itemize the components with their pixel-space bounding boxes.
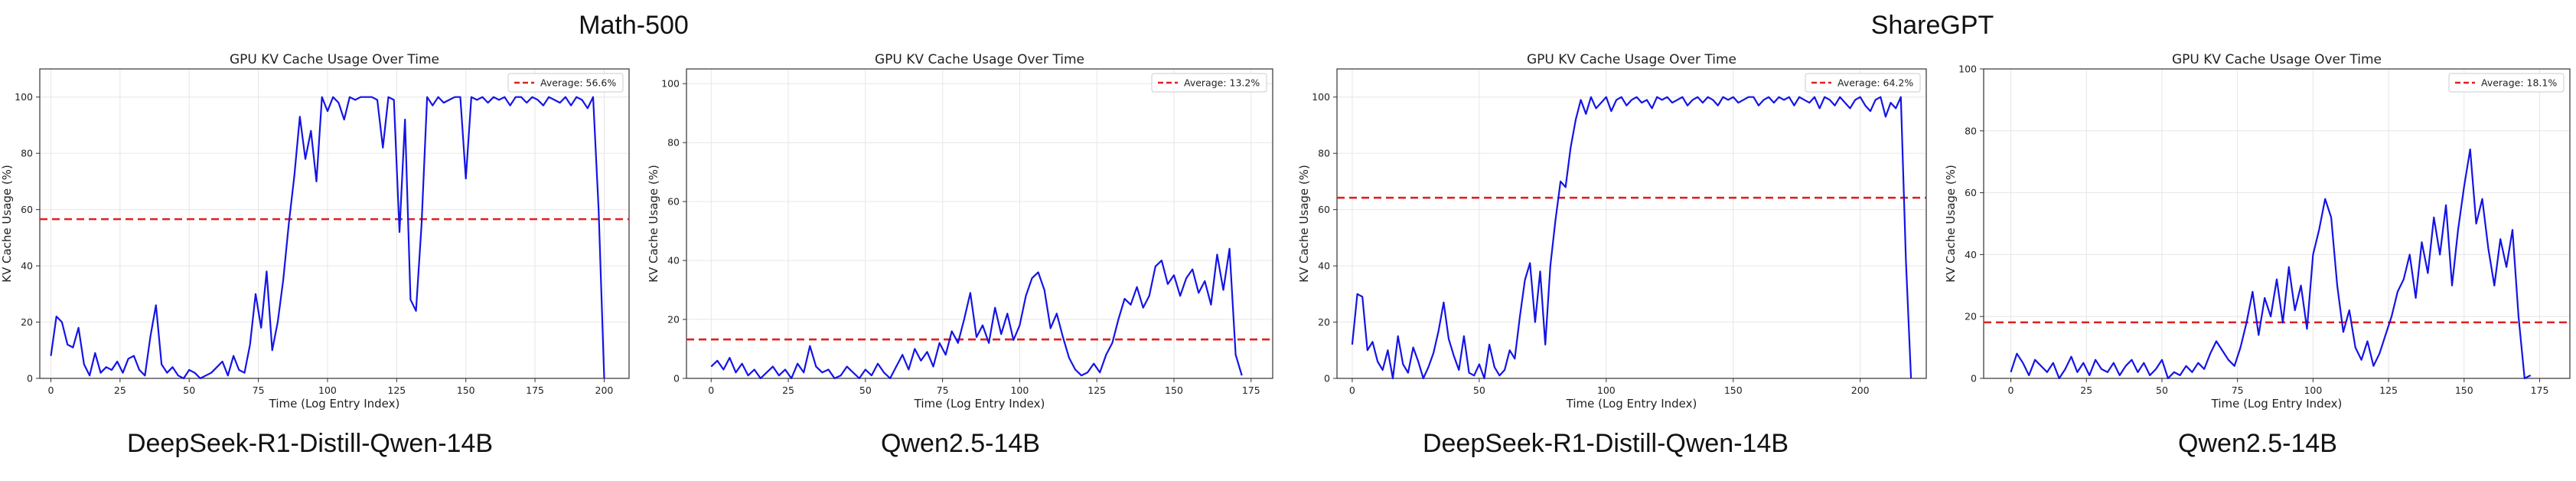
y-tick-label: 60: [21, 204, 33, 215]
line-chart: 0 20 40 60 80 100 0 25 50 75 100 125 150 175 200 GPU KV…: [0, 52, 630, 411]
y-tick-label: 20: [667, 314, 680, 326]
x-tick-label: 100: [2304, 384, 2322, 396]
chart-panel-sharegpt-qwen: 0 20 40 60 80 100 0 25 50 75 100 125 150 175 GPU KV Ca…: [1944, 47, 2576, 415]
y-tick-label: 60: [1965, 187, 1977, 198]
y-tick-label: 60: [1318, 204, 1330, 215]
chart-panel-math500-deepseek: 0 20 40 60 80 100 0 25 50 75 100 125 150 175 200 GPU KV…: [0, 47, 643, 415]
x-tick-label: 25: [114, 384, 126, 396]
kv-usage-series-line: [2010, 148, 2532, 380]
line-chart: 0 20 40 60 80 100 0 25 50 75 100 125 150 175 GPU KV Ca…: [647, 52, 1273, 411]
x-tick-label: 50: [2156, 384, 2168, 396]
x-axis-label: Time (Log Entry Index): [1566, 397, 1697, 411]
x-tick-label: 0: [708, 384, 714, 396]
y-tick-label: 80: [1965, 125, 1977, 136]
y-axis-label: KV Cache Usage (%): [1944, 165, 1958, 283]
line-chart: 0 20 40 60 80 100 0 50 100 150 200 GPU KV Cache Usa…: [1297, 52, 1927, 411]
chart-title: GPU KV Cache Usage Over Time: [2172, 52, 2382, 67]
plot-frame: [686, 68, 1273, 379]
x-tick-label: 100: [1597, 384, 1616, 396]
x-tick-label: 150: [457, 384, 475, 396]
y-axis-label: KV Cache Usage (%): [0, 165, 14, 283]
x-axis-label: Time (Log Entry Index): [269, 397, 400, 411]
x-tick-label: 0: [47, 384, 54, 396]
x-tick-label: 25: [782, 384, 794, 396]
legend-box: [507, 73, 624, 93]
legend-box: [2448, 73, 2565, 93]
x-tick-label: 100: [1010, 384, 1029, 396]
x-axis-label: Time (Log Entry Index): [2211, 397, 2343, 411]
y-tick-label: 80: [667, 137, 680, 149]
x-tick-label: 50: [859, 384, 872, 396]
y-axis-label: KV Cache Usage (%): [1297, 165, 1311, 283]
legend-label: Average: 18.1%: [2481, 77, 2557, 89]
chart-title: GPU KV Cache Usage Over Time: [230, 52, 439, 67]
y-tick-label: 100: [1312, 91, 1330, 103]
legend-box: [1805, 73, 1921, 93]
chart-panel-sharegpt-deepseek: 0 20 40 60 80 100 0 50 100 150 200 GPU KV Cache Usa…: [1297, 47, 1940, 415]
x-tick-label: 200: [595, 384, 614, 396]
x-tick-label: 100: [318, 384, 337, 396]
y-tick-label: 20: [1965, 311, 1977, 322]
plot-frame: [1336, 68, 1927, 379]
y-tick-label: 100: [15, 91, 33, 103]
group-title-math500: Math-500: [579, 11, 689, 40]
x-tick-label: 50: [183, 384, 195, 396]
model-label-sharegpt-qwen: Qwen2.5-14B: [2178, 429, 2337, 458]
y-tick-label: 40: [1965, 249, 1977, 260]
y-tick-label: 100: [1958, 64, 1977, 75]
x-tick-label: 150: [1165, 384, 1183, 396]
kv-usage-series-line: [710, 247, 1243, 380]
x-tick-label: 125: [2379, 384, 2398, 396]
y-tick-label: 0: [673, 373, 680, 384]
legend-label: Average: 13.2%: [1184, 77, 1260, 89]
x-tick-label: 75: [937, 384, 949, 396]
y-tick-label: 20: [21, 316, 33, 328]
y-tick-label: 80: [21, 148, 33, 159]
x-tick-label: 150: [1724, 384, 1743, 396]
chart-title: GPU KV Cache Usage Over Time: [875, 52, 1084, 67]
x-tick-label: 150: [2455, 384, 2473, 396]
y-tick-label: 0: [1971, 373, 1977, 384]
plot-frame: [1983, 68, 2571, 379]
x-tick-label: 175: [526, 384, 544, 396]
x-tick-label: 0: [2008, 384, 2014, 396]
model-label-math500-deepseek: DeepSeek-R1-Distill-Qwen-14B: [126, 429, 494, 458]
y-tick-label: 20: [1318, 316, 1330, 328]
kv-usage-series-line: [1351, 96, 1912, 380]
x-tick-label: 175: [1242, 384, 1260, 396]
plot-frame: [39, 68, 630, 379]
legend-box: [1151, 73, 1267, 93]
x-tick-label: 75: [2232, 384, 2244, 396]
chart-title: GPU KV Cache Usage Over Time: [1527, 52, 1736, 67]
kv-usage-series-line: [50, 96, 605, 380]
legend-label: Average: 56.6%: [540, 77, 616, 89]
line-chart: 0 20 40 60 80 100 0 25 50 75 100 125 150 175 GPU KV Ca…: [1944, 52, 2571, 411]
x-tick-label: 175: [2531, 384, 2549, 396]
y-tick-label: 80: [1318, 148, 1330, 159]
y-tick-label: 40: [1318, 260, 1330, 272]
group-title-sharegpt: ShareGPT: [1870, 11, 1994, 40]
x-tick-label: 125: [387, 384, 406, 396]
y-tick-label: 40: [667, 255, 680, 267]
x-tick-label: 75: [253, 384, 265, 396]
y-tick-label: 60: [667, 196, 680, 208]
x-tick-label: 125: [1087, 384, 1106, 396]
y-tick-label: 100: [661, 78, 680, 90]
x-tick-label: 0: [1349, 384, 1355, 396]
y-tick-label: 0: [1324, 373, 1330, 384]
x-tick-label: 50: [1473, 384, 1485, 396]
chart-panel-math500-qwen: 0 20 40 60 80 100 0 25 50 75 100 125 150 175 GPU KV Ca…: [647, 47, 1290, 415]
y-tick-label: 40: [21, 260, 33, 272]
x-axis-label: Time (Log Entry Index): [914, 397, 1045, 411]
model-label-sharegpt-deepseek: DeepSeek-R1-Distill-Qwen-14B: [1422, 429, 1789, 458]
y-axis-label: KV Cache Usage (%): [647, 165, 660, 283]
model-label-math500-qwen: Qwen2.5-14B: [881, 429, 1040, 458]
legend-label: Average: 64.2%: [1837, 77, 1913, 89]
x-tick-label: 200: [1851, 384, 1870, 396]
y-tick-label: 0: [27, 373, 33, 384]
x-tick-label: 25: [2080, 384, 2092, 396]
